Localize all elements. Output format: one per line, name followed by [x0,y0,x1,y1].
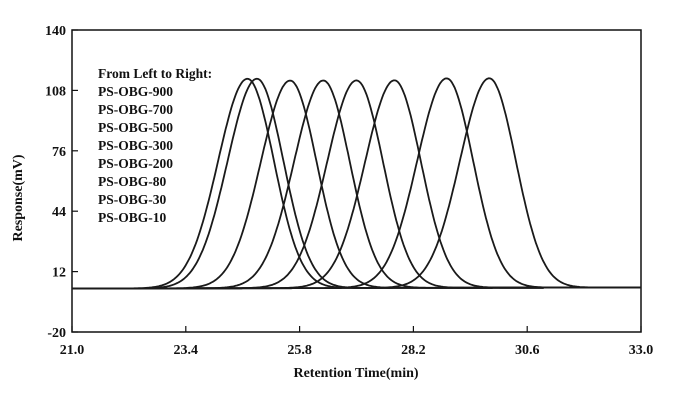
legend-item: PS-OBG-900 [98,84,173,99]
legend-item: PS-OBG-80 [98,174,167,189]
legend-item: PS-OBG-300 [98,138,173,153]
legend-item: PS-OBG-500 [98,120,173,135]
y-tick-label: -20 [47,326,66,341]
legend-item: PS-OBG-10 [98,210,167,225]
x-tick-label: 33.0 [629,343,654,358]
series-curve-PS-OBG-10 [72,77,641,290]
y-axis: -20 12 44 76 108 140 [45,24,78,341]
x-tick-label: 28.2 [401,343,426,358]
y-tick-label: 44 [52,205,66,220]
x-axis: 21.0 23.4 25.8 28.2 30.6 33.0 [60,326,654,358]
x-tick-label: 25.8 [287,343,312,358]
x-tick-label: 30.6 [515,343,540,358]
y-axis-label: Response(mV) [11,154,26,241]
plot-frame [71,29,642,333]
y-tick-label: 76 [52,145,66,160]
legend-title: From Left to Right: [98,66,212,81]
legend-item: PS-OBG-200 [98,156,173,171]
series-curves [72,77,641,290]
y-tick-label: 12 [52,266,66,281]
x-axis-label: Retention Time(min) [293,366,418,381]
legend: From Left to Right: PS-OBG-900 PS-OBG-700… [98,66,212,225]
y-tick-label: 140 [45,24,66,39]
legend-item: PS-OBG-700 [98,102,173,117]
y-tick-label: 108 [45,84,66,99]
x-tick-label: 23.4 [174,343,199,358]
x-tick-label: 21.0 [60,343,85,358]
legend-item: PS-OBG-30 [98,192,167,207]
